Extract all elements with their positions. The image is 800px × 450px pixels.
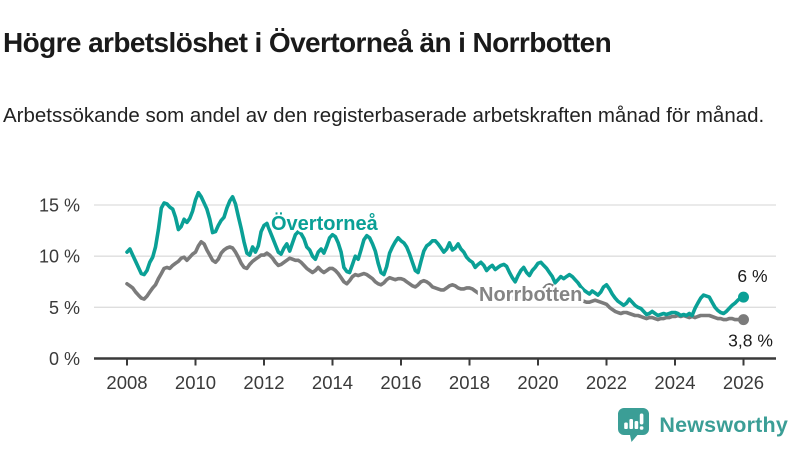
newsworthy-chart-bubble-icon [618, 408, 650, 442]
x-tick-label: 2024 [654, 372, 695, 393]
series-line-norrbotten [125, 240, 746, 322]
y-tick-label: 0 % [49, 349, 80, 369]
series-label-norrbotten: Norrbotten [479, 284, 582, 306]
newsworthy-logo[interactable]: Newsworthy [617, 407, 788, 443]
x-tick-label: 2010 [175, 372, 216, 393]
overtornea-end-dot [738, 291, 749, 303]
x-tick-label: 2018 [449, 372, 490, 393]
series-label-overtornea: Övertorneå [271, 212, 379, 235]
y-tick-label: 5 % [49, 298, 80, 318]
x-tick-label: 2016 [380, 372, 421, 393]
norrbotten-end-value: 3,8 % [728, 331, 773, 351]
x-tick-label: 2008 [106, 372, 147, 393]
x-tick-label: 2020 [517, 372, 558, 393]
x-tick-label: 2014 [312, 372, 353, 393]
x-tick-label: 2026 [723, 372, 764, 393]
overtornea-end-value: 6 % [737, 266, 767, 286]
series-line-overtornea [125, 190, 746, 318]
newsworthy-wordmark: Newsworthy [659, 412, 788, 437]
norrbotten-end-dot [738, 314, 749, 326]
x-tick-label: 2012 [243, 372, 284, 393]
page-title: Högre arbetslöshet i Övertorneå än i Nor… [3, 26, 612, 58]
chart-subtitle: Arbetssökande som andel av den registerb… [3, 103, 765, 127]
y-tick-label: 15 % [39, 196, 80, 216]
x-tick-label: 2022 [586, 372, 627, 393]
y-tick-label: 10 % [39, 247, 80, 267]
